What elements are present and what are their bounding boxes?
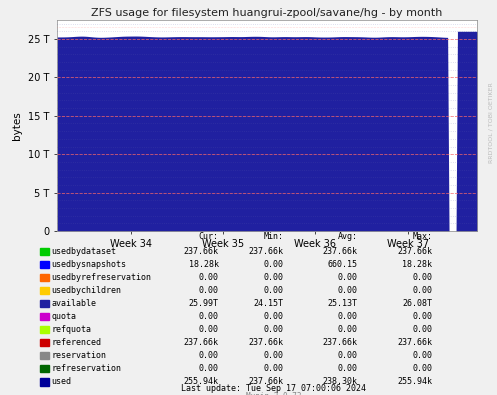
Text: 25.99T: 25.99T: [189, 299, 219, 308]
Text: available: available: [51, 299, 96, 308]
Text: refreservation: refreservation: [51, 365, 121, 373]
Text: 0.00: 0.00: [413, 325, 432, 334]
Text: 0.00: 0.00: [263, 260, 283, 269]
Text: 237.66k: 237.66k: [248, 339, 283, 347]
Text: 0.00: 0.00: [199, 273, 219, 282]
Text: 237.66k: 237.66k: [248, 378, 283, 386]
Text: 237.66k: 237.66k: [184, 339, 219, 347]
Text: 0.00: 0.00: [263, 312, 283, 321]
Text: 0.00: 0.00: [199, 365, 219, 373]
Text: usedbychildren: usedbychildren: [51, 286, 121, 295]
Text: refquota: refquota: [51, 325, 91, 334]
Text: 0.00: 0.00: [199, 286, 219, 295]
Text: 0.00: 0.00: [413, 312, 432, 321]
Text: Last update: Tue Sep 17 07:00:06 2024: Last update: Tue Sep 17 07:00:06 2024: [181, 384, 366, 393]
Text: used: used: [51, 378, 71, 386]
Text: 0.00: 0.00: [338, 286, 358, 295]
Text: RRDTOOL / TOBI OETIKER: RRDTOOL / TOBI OETIKER: [489, 82, 494, 163]
Text: 0.00: 0.00: [199, 325, 219, 334]
Text: reservation: reservation: [51, 352, 106, 360]
Text: 0.00: 0.00: [413, 365, 432, 373]
Text: referenced: referenced: [51, 339, 101, 347]
Text: 0.00: 0.00: [263, 365, 283, 373]
Text: 0.00: 0.00: [199, 352, 219, 360]
Text: 237.66k: 237.66k: [184, 247, 219, 256]
Text: 237.66k: 237.66k: [398, 339, 432, 347]
Text: 0.00: 0.00: [199, 312, 219, 321]
Text: usedbysnapshots: usedbysnapshots: [51, 260, 126, 269]
Text: 238.30k: 238.30k: [323, 378, 358, 386]
Text: Max:: Max:: [413, 232, 432, 241]
Text: 0.00: 0.00: [263, 325, 283, 334]
Text: 26.08T: 26.08T: [403, 299, 432, 308]
Text: 18.28k: 18.28k: [403, 260, 432, 269]
Text: 0.00: 0.00: [338, 365, 358, 373]
Text: 237.66k: 237.66k: [398, 247, 432, 256]
Text: usedbydataset: usedbydataset: [51, 247, 116, 256]
Title: ZFS usage for filesystem huangrui-zpool/savane/hg - by month: ZFS usage for filesystem huangrui-zpool/…: [91, 8, 443, 18]
Text: 18.28k: 18.28k: [189, 260, 219, 269]
Text: Avg:: Avg:: [338, 232, 358, 241]
Text: 0.00: 0.00: [338, 273, 358, 282]
Text: 0.00: 0.00: [413, 286, 432, 295]
Text: 0.00: 0.00: [338, 325, 358, 334]
Text: 237.66k: 237.66k: [323, 339, 358, 347]
Text: 0.00: 0.00: [338, 352, 358, 360]
Text: 237.66k: 237.66k: [323, 247, 358, 256]
Text: 0.00: 0.00: [338, 312, 358, 321]
Y-axis label: bytes: bytes: [12, 111, 22, 140]
Text: usedbyrefreservation: usedbyrefreservation: [51, 273, 151, 282]
Text: 0.00: 0.00: [413, 273, 432, 282]
Text: 0.00: 0.00: [263, 352, 283, 360]
Text: 255.94k: 255.94k: [184, 378, 219, 386]
Text: Cur:: Cur:: [199, 232, 219, 241]
Text: 0.00: 0.00: [413, 352, 432, 360]
Text: Munin 2.0.73: Munin 2.0.73: [246, 391, 301, 395]
Text: Min:: Min:: [263, 232, 283, 241]
Text: 237.66k: 237.66k: [248, 247, 283, 256]
Text: 25.13T: 25.13T: [328, 299, 358, 308]
Text: quota: quota: [51, 312, 76, 321]
Text: 255.94k: 255.94k: [398, 378, 432, 386]
Text: 0.00: 0.00: [263, 286, 283, 295]
Text: 0.00: 0.00: [263, 273, 283, 282]
Text: 660.15: 660.15: [328, 260, 358, 269]
Text: 24.15T: 24.15T: [253, 299, 283, 308]
